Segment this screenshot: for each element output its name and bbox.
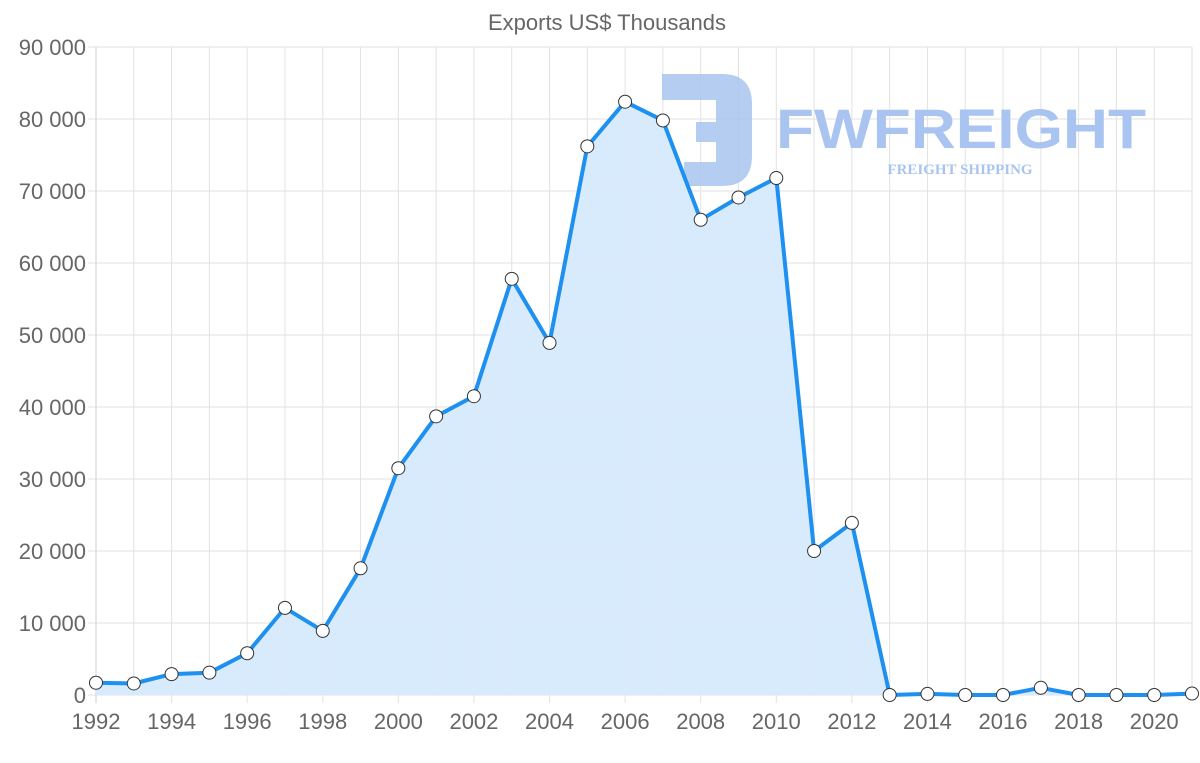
- data-point-2017[interactable]: [1033, 680, 1048, 695]
- data-point-2009[interactable]: [731, 190, 746, 205]
- data-point-2021[interactable]: [1185, 686, 1199, 701]
- data-point-2006[interactable]: [618, 94, 633, 109]
- chart-title: Exports US$ Thousands: [488, 10, 726, 35]
- x-tick-label: 2002: [449, 709, 498, 734]
- data-point-2011[interactable]: [807, 544, 822, 558]
- data-point-2020[interactable]: [1147, 688, 1162, 702]
- data-points: [89, 94, 1199, 702]
- x-tick-label: 2004: [525, 709, 574, 734]
- y-tick-label: 90 000: [19, 35, 86, 60]
- data-point-1993[interactable]: [126, 676, 141, 691]
- data-point-2010[interactable]: [769, 171, 784, 186]
- y-tick-label: 10 000: [19, 611, 86, 636]
- x-tick-label: 1996: [223, 709, 272, 734]
- x-tick-label: 1998: [298, 709, 347, 734]
- data-point-2007[interactable]: [655, 113, 670, 128]
- data-point-2003[interactable]: [504, 271, 519, 286]
- x-tick-label: 2018: [1054, 709, 1103, 734]
- data-point-2016[interactable]: [996, 688, 1011, 702]
- x-tick-label: 2016: [979, 709, 1028, 734]
- watermark-brand: FWFREIGHT: [776, 97, 1146, 160]
- data-point-2019[interactable]: [1109, 688, 1124, 702]
- fwfreight-logo-icon: [662, 74, 752, 186]
- data-point-2004[interactable]: [542, 335, 557, 350]
- data-point-2001[interactable]: [429, 409, 444, 424]
- y-tick-label: 20 000: [19, 539, 86, 564]
- data-point-2002[interactable]: [466, 389, 481, 404]
- data-point-2000[interactable]: [391, 461, 406, 476]
- data-point-1996[interactable]: [240, 646, 255, 661]
- data-point-2005[interactable]: [580, 139, 595, 154]
- data-point-2008[interactable]: [693, 212, 708, 227]
- data-point-2014[interactable]: [920, 686, 935, 701]
- y-tick-label: 70 000: [19, 179, 86, 204]
- x-tick-label: 2006: [601, 709, 650, 734]
- y-tick-label: 60 000: [19, 251, 86, 276]
- x-tick-label: 2014: [903, 709, 952, 734]
- data-point-1992[interactable]: [89, 675, 103, 690]
- data-point-2012[interactable]: [844, 515, 859, 530]
- y-tick-label: 80 000: [19, 107, 86, 132]
- y-tick-label: 50 000: [19, 323, 86, 348]
- data-point-1994[interactable]: [164, 667, 179, 682]
- data-point-1995[interactable]: [202, 665, 217, 680]
- x-tick-label: 2010: [752, 709, 801, 734]
- x-tick-label: 1992: [72, 709, 121, 734]
- x-tick-label: 2020: [1130, 709, 1179, 734]
- watermark-tagline: FREIGHT SHIPPING: [887, 162, 1032, 178]
- data-point-2013[interactable]: [882, 688, 897, 702]
- data-point-2015[interactable]: [958, 688, 973, 702]
- x-tick-label: 1994: [147, 709, 196, 734]
- data-point-1998[interactable]: [315, 623, 330, 638]
- x-tick-label: 2000: [374, 709, 423, 734]
- y-tick-label: 30 000: [19, 467, 86, 492]
- y-axis-labels: 0 10 000 20 000 30 000 40 000 50 000 60 000 70 …: [19, 35, 86, 708]
- data-point-1997[interactable]: [277, 600, 292, 615]
- x-tick-label: 2008: [676, 709, 725, 734]
- data-point-2018[interactable]: [1071, 688, 1086, 702]
- x-axis-labels: 1992 1994 1996 1998 2000 2002 2004 2006 2008 2010…: [72, 709, 1179, 734]
- y-tick-label: 0: [74, 683, 86, 708]
- data-point-1999[interactable]: [353, 561, 368, 576]
- watermark-logo: FWFREIGHT FREIGHT SHIPPING: [662, 74, 1146, 186]
- y-tick-label: 40 000: [19, 395, 86, 420]
- x-tick-label: 2012: [827, 709, 876, 734]
